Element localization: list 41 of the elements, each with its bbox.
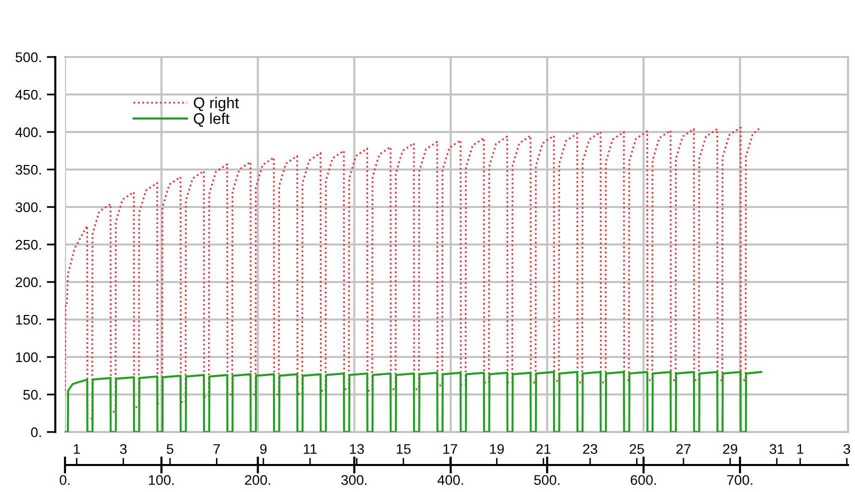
x2-tick-label: 13 — [350, 444, 364, 454]
x2-tick-label: 19 — [490, 444, 504, 454]
x2-tick-label: 3 — [120, 444, 127, 454]
x2-tick-label: 25 — [630, 444, 644, 454]
legend-label: Q right — [194, 97, 239, 112]
y-tick-label: 0. — [31, 427, 41, 438]
y-tick-label: 200. — [16, 277, 41, 288]
x-tick-label: 500. — [534, 475, 560, 485]
line-series — [65, 126, 762, 420]
x2-tick-label: 23 — [583, 444, 598, 454]
x2-tick-label: 1 — [74, 444, 80, 454]
x2-tick-label: 27 — [676, 444, 690, 454]
x2-tick-label: 15 — [396, 444, 411, 454]
x2-tick-label: 5 — [166, 444, 174, 454]
x2-tick-label: 21 — [536, 444, 550, 454]
y-tick-label: 300. — [16, 202, 41, 212]
x-tick-label: 300. — [341, 475, 367, 485]
y-tick-label: 400. — [15, 127, 41, 138]
y-tick-label: 250. — [16, 240, 41, 250]
x-tick-label: 400. — [438, 475, 463, 485]
x2-tick-label: 11 — [304, 444, 317, 454]
legend-label: Q left — [194, 112, 230, 127]
y-tick-label: 100. — [16, 352, 41, 362]
x-tick-label: 600. — [630, 475, 656, 485]
x2-tick-label: 7 — [214, 444, 220, 454]
y-tick-label: 150. — [16, 314, 41, 325]
y-tick-label: 500. — [16, 52, 41, 62]
y-tick-label: 350. — [16, 164, 41, 175]
y-tick-label: 50. — [23, 390, 41, 400]
x2-tick-label: 29 — [723, 444, 738, 454]
x2-tick-label: 9 — [260, 444, 267, 454]
x-tick-label: 100. — [148, 475, 174, 485]
x-tick-label: 0. — [60, 475, 70, 485]
x2-tick-label: 3 — [844, 444, 850, 454]
y-tick-label: 450. — [15, 90, 41, 100]
x2-tick-label: 17 — [443, 444, 458, 454]
x2-tick-label: 31 — [770, 444, 784, 454]
line-series — [65, 371, 762, 432]
x-tick-label: 200. — [245, 475, 270, 485]
x-tick-label: 700. — [727, 475, 752, 485]
x2-tick-label: 1 — [797, 444, 804, 454]
